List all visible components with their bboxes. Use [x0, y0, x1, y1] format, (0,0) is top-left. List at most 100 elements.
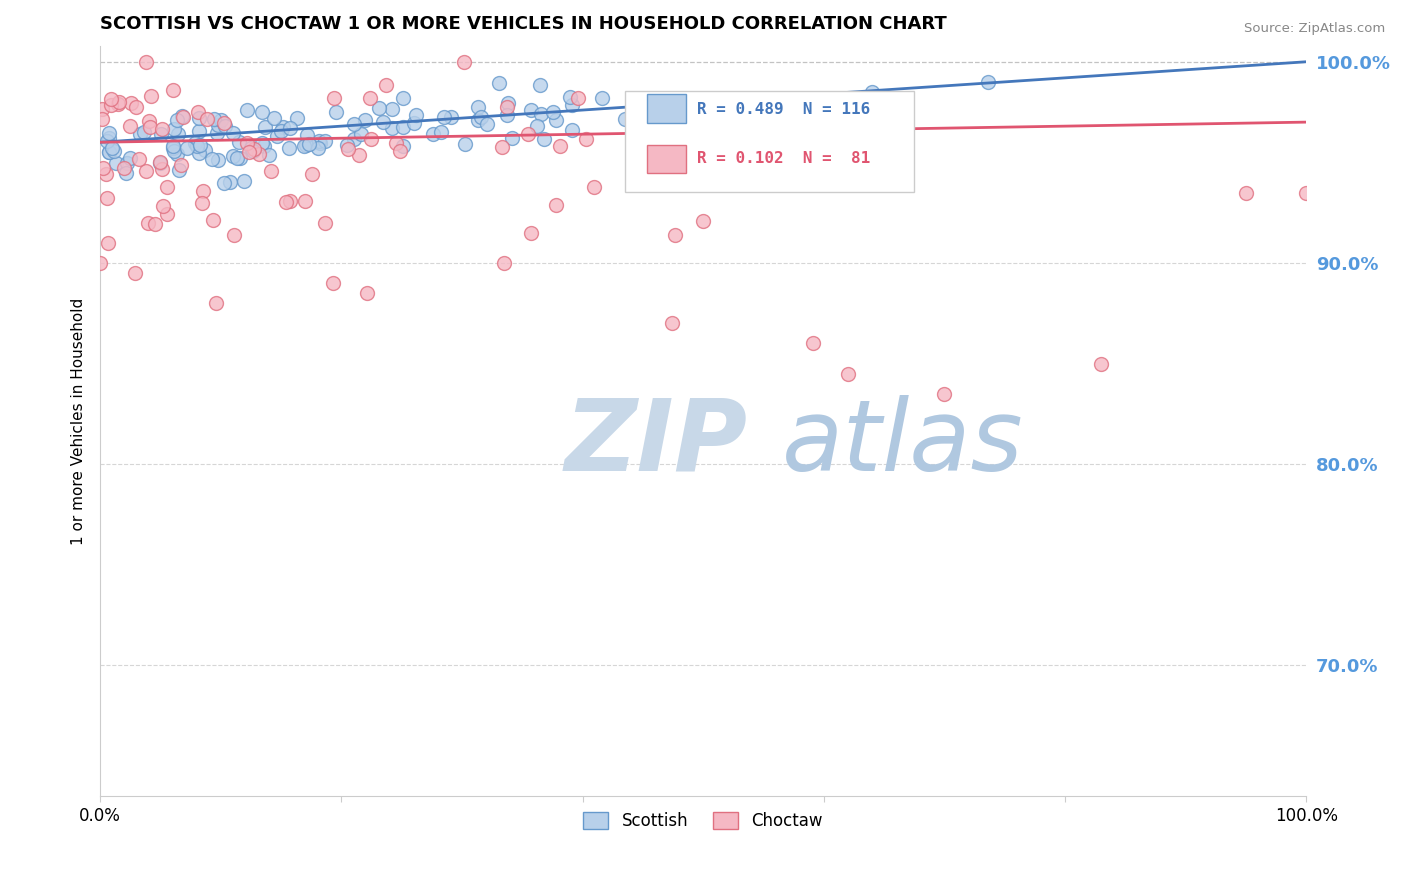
Point: [136, 216, 159, 230]
Point: [591, 91, 613, 105]
Point: [354, 113, 377, 128]
Point: [236, 103, 259, 118]
Point: [150, 161, 173, 176]
Point: [163, 144, 186, 158]
Point: [1295, 186, 1317, 200]
Text: ZIP: ZIP: [564, 395, 748, 491]
Point: [392, 120, 415, 134]
Point: [98, 126, 121, 140]
Point: [488, 76, 510, 90]
Point: [89, 256, 111, 270]
Point: [249, 147, 271, 161]
Point: [477, 117, 499, 131]
Point: [270, 124, 292, 138]
Point: [558, 90, 581, 104]
Point: [228, 135, 250, 149]
Point: [167, 127, 190, 141]
Point: [202, 112, 225, 127]
Point: [294, 194, 316, 208]
Point: [188, 124, 211, 138]
Point: [496, 100, 519, 114]
Point: [204, 296, 226, 310]
Point: [156, 180, 179, 194]
Point: [150, 121, 173, 136]
Point: [314, 216, 336, 230]
Point: [561, 97, 583, 112]
Point: [271, 120, 294, 134]
Point: [533, 132, 555, 146]
Point: [664, 228, 686, 243]
Point: [314, 134, 336, 148]
Point: [308, 134, 330, 148]
Point: [191, 195, 214, 210]
Point: [96, 134, 118, 148]
Y-axis label: 1 or more Vehicles in Household: 1 or more Vehicles in Household: [72, 297, 86, 544]
Point: [205, 126, 228, 140]
Point: [238, 145, 260, 159]
Point: [100, 97, 122, 112]
Point: [454, 136, 477, 151]
Point: [801, 336, 824, 351]
FancyBboxPatch shape: [647, 95, 686, 123]
Point: [214, 119, 236, 133]
Point: [156, 207, 179, 221]
Point: [187, 105, 209, 120]
Point: [550, 139, 572, 153]
Point: [172, 110, 194, 124]
Point: [188, 137, 211, 152]
Point: [222, 149, 245, 163]
Point: [187, 145, 209, 160]
Point: [278, 194, 301, 209]
Point: [453, 54, 475, 69]
Point: [120, 96, 142, 111]
Point: [138, 120, 160, 135]
Point: [323, 91, 346, 105]
Point: [104, 156, 127, 170]
Point: [309, 136, 332, 150]
Point: [254, 120, 277, 134]
Point: [429, 125, 451, 139]
Point: [91, 161, 114, 175]
Point: [188, 112, 211, 126]
Point: [277, 141, 299, 155]
Point: [470, 110, 492, 124]
Point: [325, 105, 347, 120]
Point: [292, 139, 315, 153]
Point: [195, 112, 218, 126]
Point: [546, 198, 568, 212]
Point: [152, 199, 174, 213]
Point: [266, 129, 288, 144]
Point: [285, 111, 308, 125]
Point: [295, 138, 318, 153]
Point: [374, 78, 396, 92]
Point: [263, 111, 285, 125]
Point: [103, 144, 125, 158]
Point: [125, 100, 148, 114]
Point: [501, 131, 523, 145]
Point: [107, 95, 129, 109]
Point: [301, 167, 323, 181]
Point: [218, 175, 240, 189]
Point: [143, 218, 166, 232]
Point: [544, 112, 567, 127]
Point: [138, 113, 160, 128]
Point: [135, 163, 157, 178]
Point: [115, 156, 138, 170]
Point: [112, 161, 135, 176]
Point: [124, 266, 146, 280]
Point: [184, 136, 207, 151]
Point: [860, 85, 883, 99]
Point: [582, 180, 605, 194]
Point: [380, 120, 402, 135]
Point: [128, 152, 150, 166]
Point: [212, 116, 235, 130]
Point: [96, 191, 118, 205]
Point: [166, 112, 188, 127]
Point: [360, 132, 382, 146]
Point: [392, 91, 415, 105]
Legend: Scottish, Choctaw: Scottish, Choctaw: [576, 805, 830, 837]
Point: [194, 144, 217, 158]
Point: [97, 235, 120, 250]
Point: [976, 75, 998, 89]
Point: [252, 104, 274, 119]
